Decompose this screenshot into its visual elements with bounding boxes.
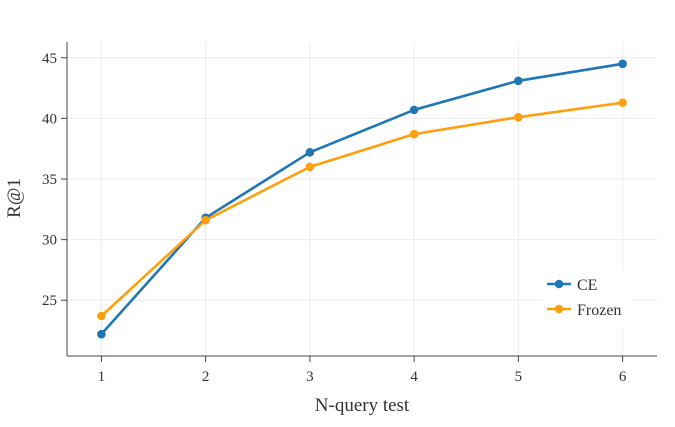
y-tick-label: 35 xyxy=(42,172,57,188)
y-axis-title: R@1 xyxy=(4,178,25,218)
x-tick-label: 1 xyxy=(98,369,106,385)
data-point-frozen xyxy=(618,98,627,107)
legend-marker-ce xyxy=(554,279,564,289)
y-tick-label: 25 xyxy=(42,293,57,309)
data-point-frozen xyxy=(514,112,523,122)
data-point-ce xyxy=(97,329,106,339)
series-line-frozen xyxy=(100,101,624,318)
data-point-ce xyxy=(618,59,627,69)
data-point-ce xyxy=(409,105,419,115)
series-lines xyxy=(97,59,627,339)
x-tick-label: 2 xyxy=(202,369,210,385)
axes xyxy=(61,42,657,362)
y-tick-label: 40 xyxy=(42,111,57,127)
data-point-ce xyxy=(305,148,315,157)
data-point-ce xyxy=(514,76,523,86)
y-tick-label: 30 xyxy=(42,233,57,249)
x-tick-label: 3 xyxy=(306,369,314,385)
data-point-frozen xyxy=(201,215,210,225)
legend-marker-frozen xyxy=(554,304,564,314)
legend-label-ce: CE xyxy=(577,277,597,294)
data-point-frozen xyxy=(305,162,315,172)
x-tick-label: 5 xyxy=(515,369,523,385)
x-axis-title: N-query test xyxy=(315,395,410,416)
data-point-frozen xyxy=(409,129,419,139)
legend-background xyxy=(542,270,632,328)
grid-lines xyxy=(67,42,657,356)
x-tick-label: 6 xyxy=(619,369,627,385)
legend: CE Frozen xyxy=(542,270,632,328)
x-tick-label: 4 xyxy=(410,369,418,385)
y-tick-label: 45 xyxy=(42,51,57,67)
legend-label-frozen: Frozen xyxy=(577,302,621,319)
data-point-frozen xyxy=(97,311,106,321)
